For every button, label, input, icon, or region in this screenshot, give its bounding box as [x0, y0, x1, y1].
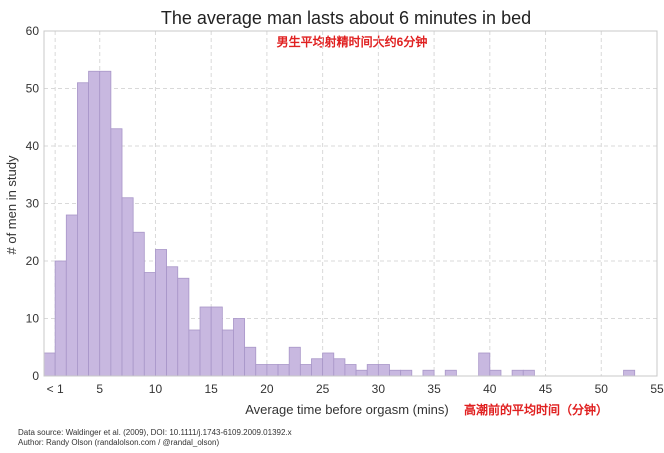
histogram-bar: [366, 364, 379, 377]
x-tick-label: 55: [650, 382, 664, 396]
histogram-bar: [43, 352, 56, 377]
x-tick-label: 20: [260, 382, 274, 396]
histogram-bar: [155, 249, 167, 377]
histogram-bar: [288, 346, 301, 377]
histogram-bar: [99, 70, 112, 377]
chart-title: The average man lasts about 6 minutes in…: [161, 8, 531, 28]
y-axis-label: # of men in study: [4, 155, 19, 254]
histogram-bar: [311, 358, 324, 377]
histogram-bar: [132, 231, 145, 377]
histogram-bar: [110, 128, 123, 377]
histogram-bar: [377, 364, 390, 377]
histogram-bar: [77, 82, 89, 377]
x-tick-label: 35: [427, 382, 441, 396]
histogram-bar: [489, 369, 502, 377]
histogram-bar: [344, 364, 357, 377]
histogram-bar: [266, 364, 279, 377]
footer-data-source: Data source: Waldinger et al. (2009), DO…: [18, 428, 292, 437]
x-tick-label: 5: [96, 382, 103, 396]
x-tick-label: 50: [595, 382, 609, 396]
x-tick-label: 15: [205, 382, 219, 396]
histogram-bar: [322, 352, 335, 377]
plot-frame: [43, 30, 658, 377]
histogram-bar: [121, 197, 134, 377]
histogram-bar: [177, 277, 190, 377]
histogram-bar: [422, 369, 435, 377]
histogram-bar: [444, 369, 457, 377]
y-tick-label: 0: [32, 369, 39, 383]
histogram-bar: [389, 369, 402, 377]
histogram-bar: [166, 266, 179, 377]
bars-group: [43, 70, 636, 377]
footer-author: Author: Randy Olson (randalolson.com / @…: [18, 438, 220, 447]
histogram-bar: [333, 358, 346, 377]
histogram-bar: [143, 272, 156, 377]
y-tick-label: 20: [26, 254, 40, 268]
histogram-bar: [65, 214, 78, 377]
chart-subtitle-cn: 男生平均射精时间大约6分钟: [277, 34, 428, 49]
histogram-bar: [478, 352, 491, 377]
x-tick-label: 45: [539, 382, 553, 396]
x-tick-label: 40: [483, 382, 497, 396]
x-tick-label: 10: [149, 382, 163, 396]
x-tick-label: 30: [372, 382, 386, 396]
histogram-bar: [511, 369, 524, 377]
histogram-bar: [244, 346, 257, 377]
histogram-bar: [255, 364, 268, 377]
histogram-bar: [299, 364, 312, 377]
x-axis-label: Average time before orgasm (mins): [245, 402, 449, 417]
histogram-bar: [400, 369, 413, 377]
x-tick-labels: < 1 5 10 15 20 25 30 35 40 45 50 55: [47, 382, 664, 396]
histogram-bar: [188, 329, 201, 377]
histogram-bar: [623, 369, 636, 377]
y-tick-label: 60: [26, 24, 40, 38]
y-tick-label: 40: [26, 139, 40, 153]
x-tick-label: < 1: [47, 382, 64, 396]
y-tick-label: 50: [26, 82, 40, 96]
y-tick-labels: 0 10 20 30 40 50 60: [26, 24, 40, 383]
histogram-bar: [54, 260, 67, 377]
histogram-bar: [355, 369, 368, 377]
histogram-bar: [277, 364, 290, 377]
histogram-bar: [88, 70, 101, 377]
histogram-bar: [210, 306, 223, 377]
histogram-bar: [522, 369, 535, 377]
y-tick-label: 30: [26, 197, 40, 211]
histogram-bar: [199, 306, 212, 377]
x-axis-label-cn: 高潮前的平均时间（分钟）: [464, 402, 608, 417]
histogram-bar: [221, 329, 234, 377]
y-tick-label: 10: [26, 312, 40, 326]
x-tick-label: 25: [316, 382, 330, 396]
histogram-bar: [233, 318, 246, 377]
